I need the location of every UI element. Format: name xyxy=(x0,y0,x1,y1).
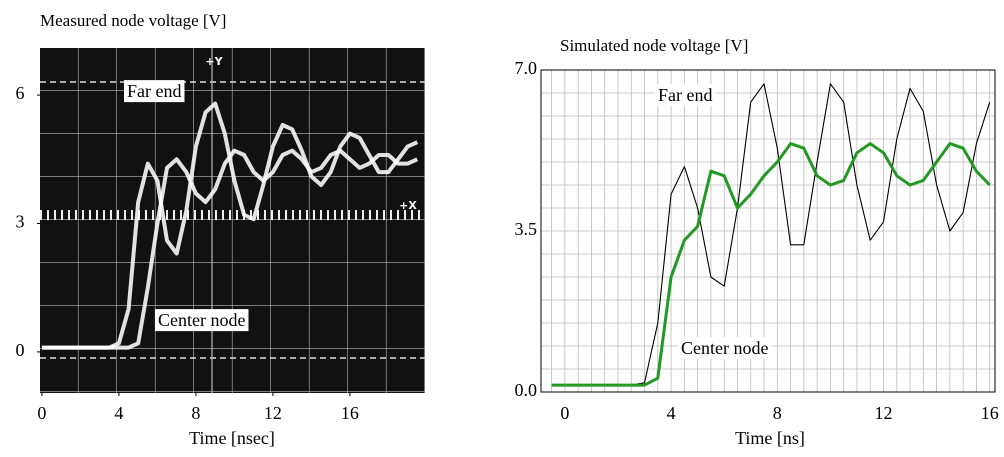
label-background xyxy=(124,80,185,103)
series-line xyxy=(551,142,991,387)
x-tick-label: 0 xyxy=(560,403,569,423)
y-tick-label: 0.0 xyxy=(515,380,538,400)
y-tick-label: 0 xyxy=(16,340,25,360)
x-axis-label: Time [ns] xyxy=(735,428,805,448)
scope-annotation: +Y xyxy=(205,55,223,68)
x-axis-label: Time [nsec] xyxy=(189,428,275,448)
series-label: Far end xyxy=(658,85,712,105)
scope-annotation: +X xyxy=(399,199,417,212)
y-tick-label: 7.0 xyxy=(515,58,538,78)
x-tick-label: 8 xyxy=(773,403,782,423)
x-tick-label: 0 xyxy=(37,403,46,423)
x-tick-label: 4 xyxy=(667,403,676,423)
x-tick-label: 12 xyxy=(264,403,282,423)
label-background xyxy=(155,309,249,332)
series-label: Center node xyxy=(681,338,768,358)
x-tick-label: 8 xyxy=(191,403,200,423)
series-line xyxy=(41,148,419,350)
y-tick-label: 3 xyxy=(16,212,25,232)
x-tick-label: 12 xyxy=(874,403,892,423)
label-background xyxy=(655,84,716,107)
x-tick-label: 16 xyxy=(341,403,359,423)
series-label: Far end xyxy=(127,81,181,101)
x-tick-label: 16 xyxy=(981,403,999,423)
plot-frame xyxy=(540,69,996,393)
chart-title: Simulated node voltage [V] xyxy=(560,36,748,55)
series-label: Center node xyxy=(158,310,245,330)
scope-graticule xyxy=(40,48,425,393)
y-tick-label: 3.5 xyxy=(515,219,538,239)
label-background xyxy=(678,337,772,360)
y-tick-label: 6 xyxy=(16,83,25,103)
chart-title: Measured node voltage [V] xyxy=(40,11,226,30)
x-tick-label: 4 xyxy=(114,403,123,423)
